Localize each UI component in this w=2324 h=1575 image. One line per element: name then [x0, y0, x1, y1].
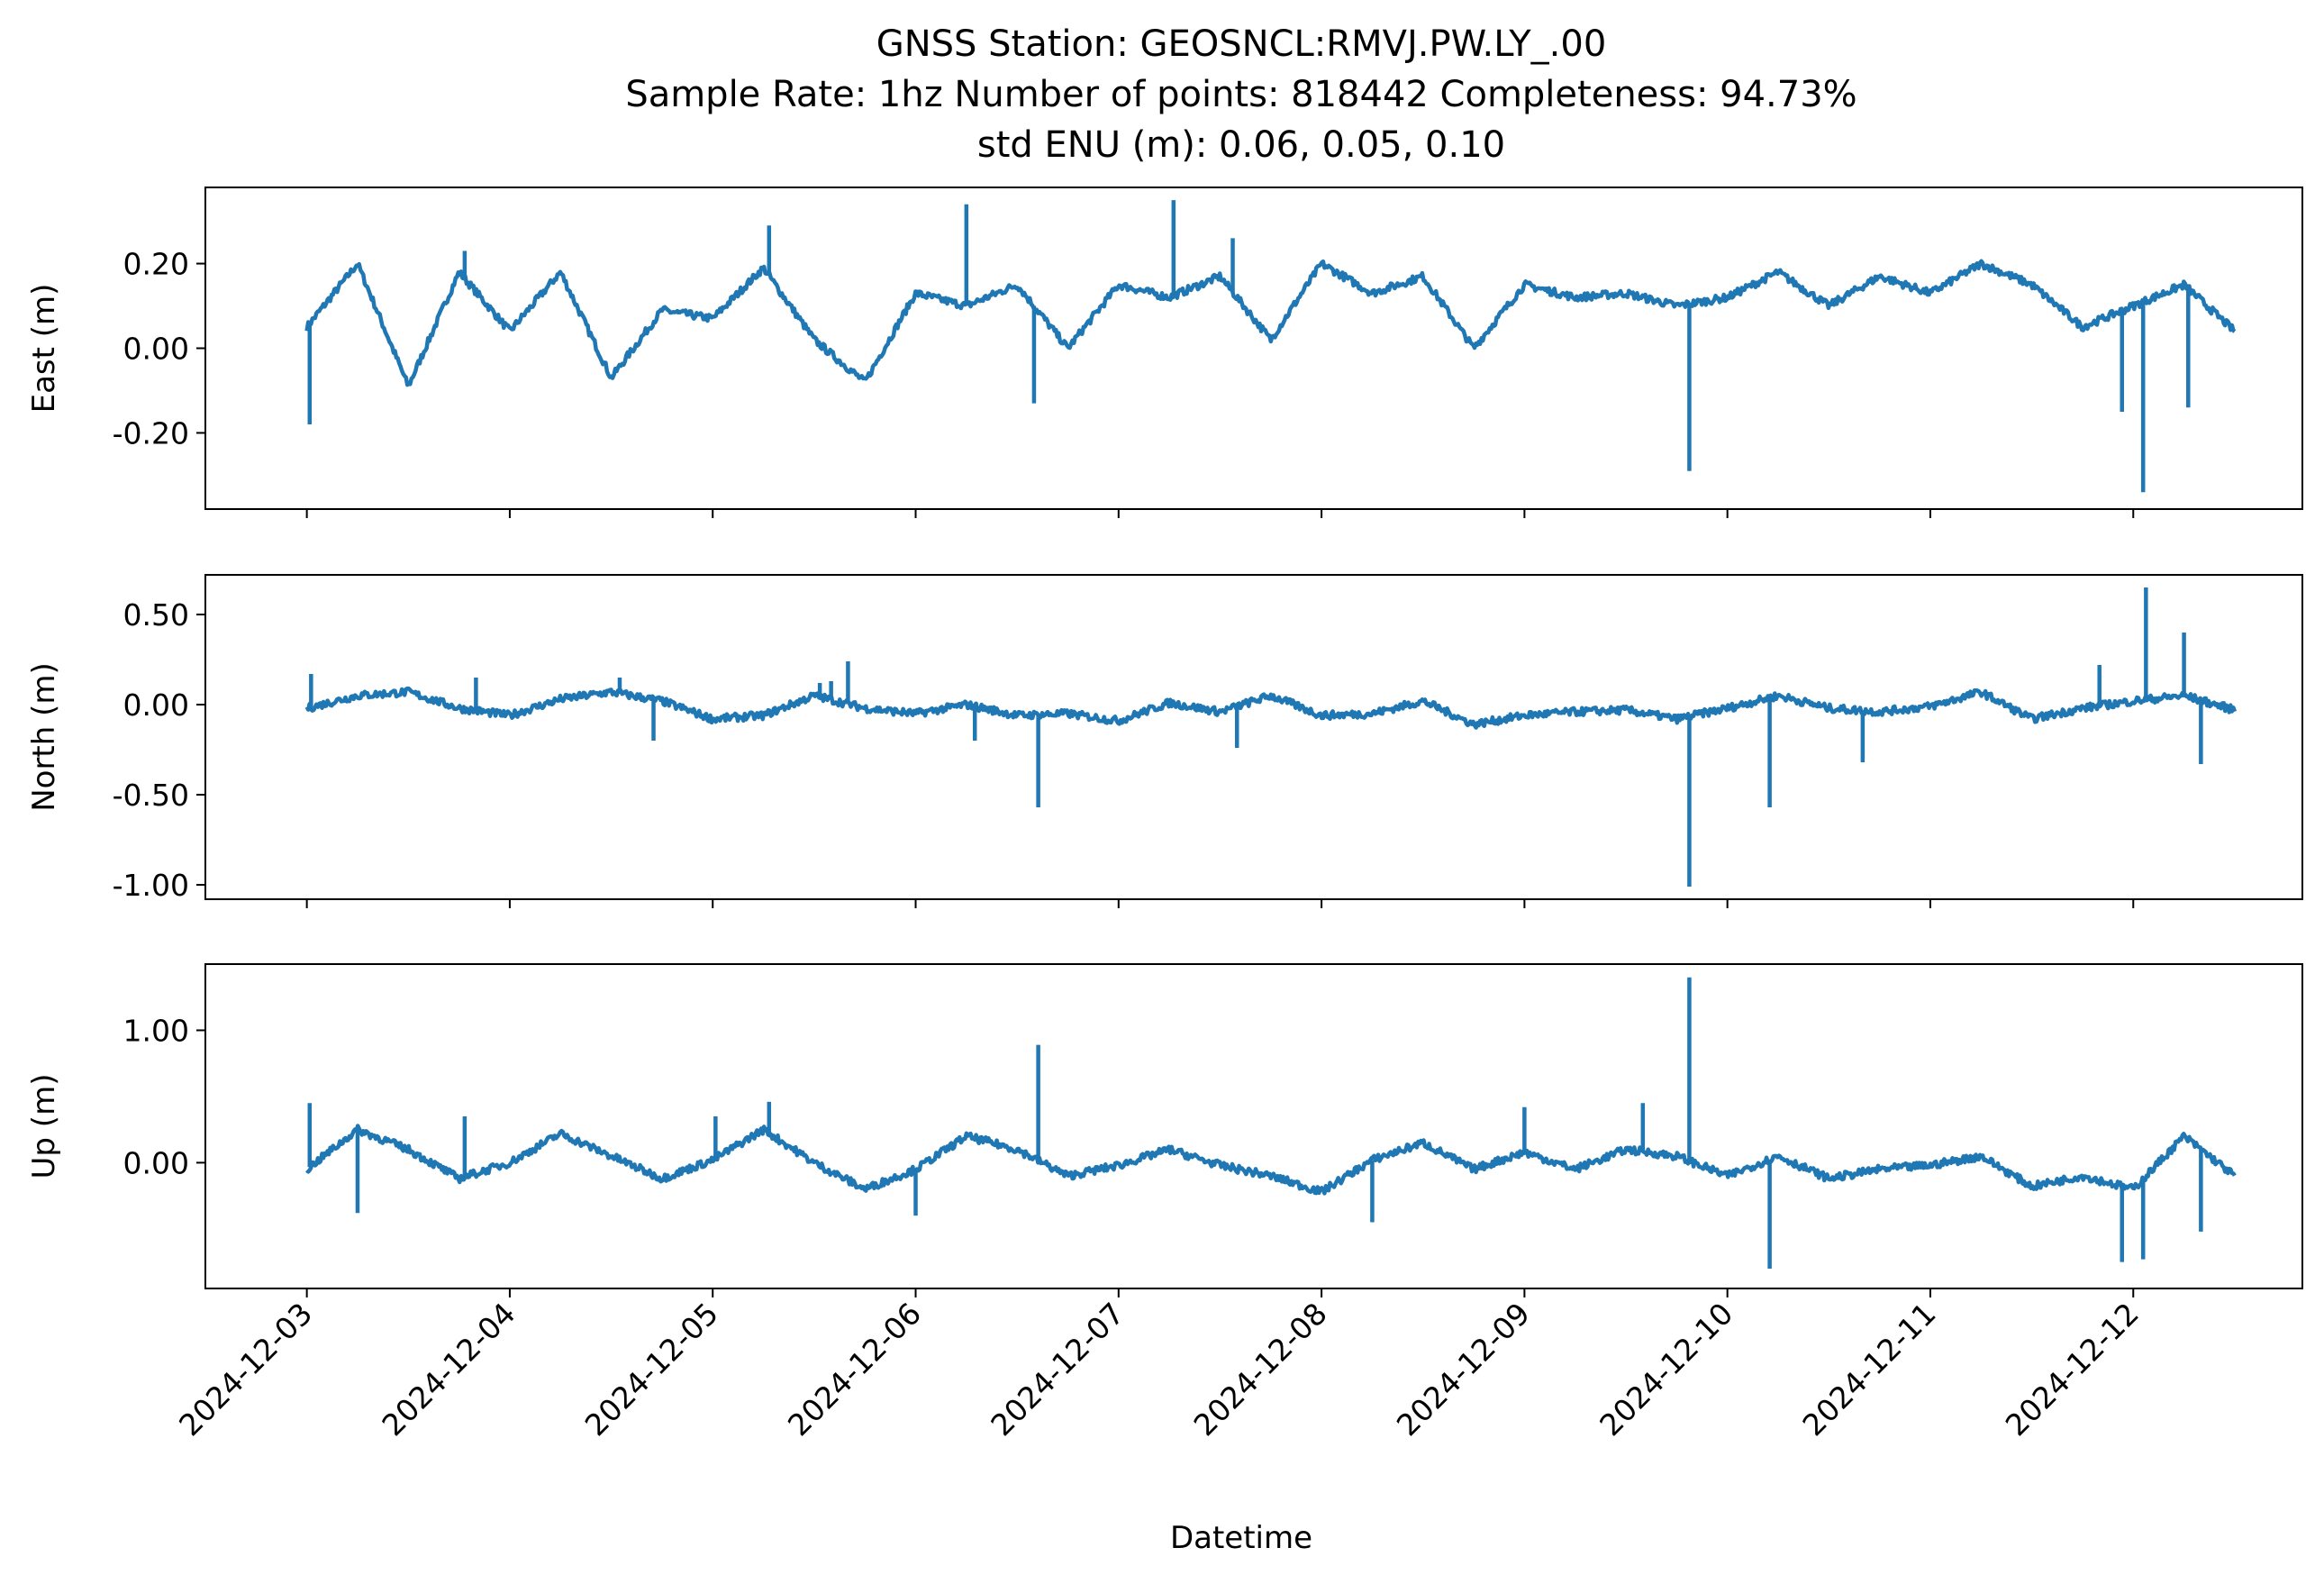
- series-line: [305, 1124, 2237, 1196]
- x-tick-label: 2024-12-03: [172, 1296, 319, 1443]
- x-tick-label: 2024-12-05: [578, 1296, 725, 1443]
- plot-frame: [204, 187, 2303, 510]
- x-tick-label: 2024-12-07: [984, 1296, 1130, 1443]
- x-tick-label: 2024-12-09: [1390, 1296, 1537, 1443]
- y-tick-label: 0.00: [123, 687, 189, 723]
- y-axis-label: North (m): [26, 662, 62, 812]
- x-tick-label: 2024-12-10: [1593, 1296, 1739, 1443]
- x-tick-label: 2024-12-12: [1999, 1296, 2146, 1443]
- plot-frame: [204, 963, 2303, 1289]
- x-tick-label: 2024-12-04: [375, 1296, 522, 1443]
- y-tick-label: 0.20: [123, 247, 189, 282]
- x-tick-label: 2024-12-06: [781, 1296, 928, 1443]
- panel-north: 0.50 0.00 -0.50 -1.00 North (m): [26, 574, 2303, 908]
- chart-title-line-1: GNSS Station: GEOSNCL:RMVJ.PW.LY_.00: [876, 23, 1607, 65]
- y-tick-label: 0.00: [123, 332, 189, 367]
- panel-up: 1.00 0.00 Up (m): [26, 963, 2303, 1297]
- x-axis: 2024-12-03 2024-12-04 2024-12-05 2024-12-06…: [172, 1296, 2146, 1443]
- x-tick-label: 2024-12-08: [1187, 1296, 1334, 1443]
- chart-title-line-3: std ENU (m): 0.06, 0.05, 0.10: [977, 124, 1505, 166]
- panels-group: 0.20 0.00 -0.20 East (m) 0.50 0.00 -0.50 -1.00 N…: [26, 187, 2303, 1297]
- series-line: [304, 686, 2238, 730]
- y-tick-label: -0.20: [113, 415, 189, 451]
- x-tick-label: 2024-12-11: [1795, 1296, 1942, 1443]
- y-tick-label: -1.00: [113, 868, 189, 903]
- chart-title-line-2: Sample Rate: 1hz Number of points: 81844…: [625, 74, 1856, 115]
- series-line: [304, 259, 2237, 387]
- panel-east: 0.20 0.00 -0.20 East (m): [26, 187, 2303, 518]
- plot-frame: [204, 574, 2303, 900]
- y-axis-label: East (m): [26, 284, 62, 414]
- y-tick-label: 0.50: [123, 597, 189, 633]
- y-tick-label: 0.00: [123, 1145, 189, 1180]
- x-axis-label: Datetime: [1170, 1520, 1312, 1556]
- y-tick-label: -0.50: [113, 778, 189, 813]
- y-tick-label: 1.00: [123, 1013, 189, 1048]
- y-axis-label: Up (m): [26, 1074, 62, 1179]
